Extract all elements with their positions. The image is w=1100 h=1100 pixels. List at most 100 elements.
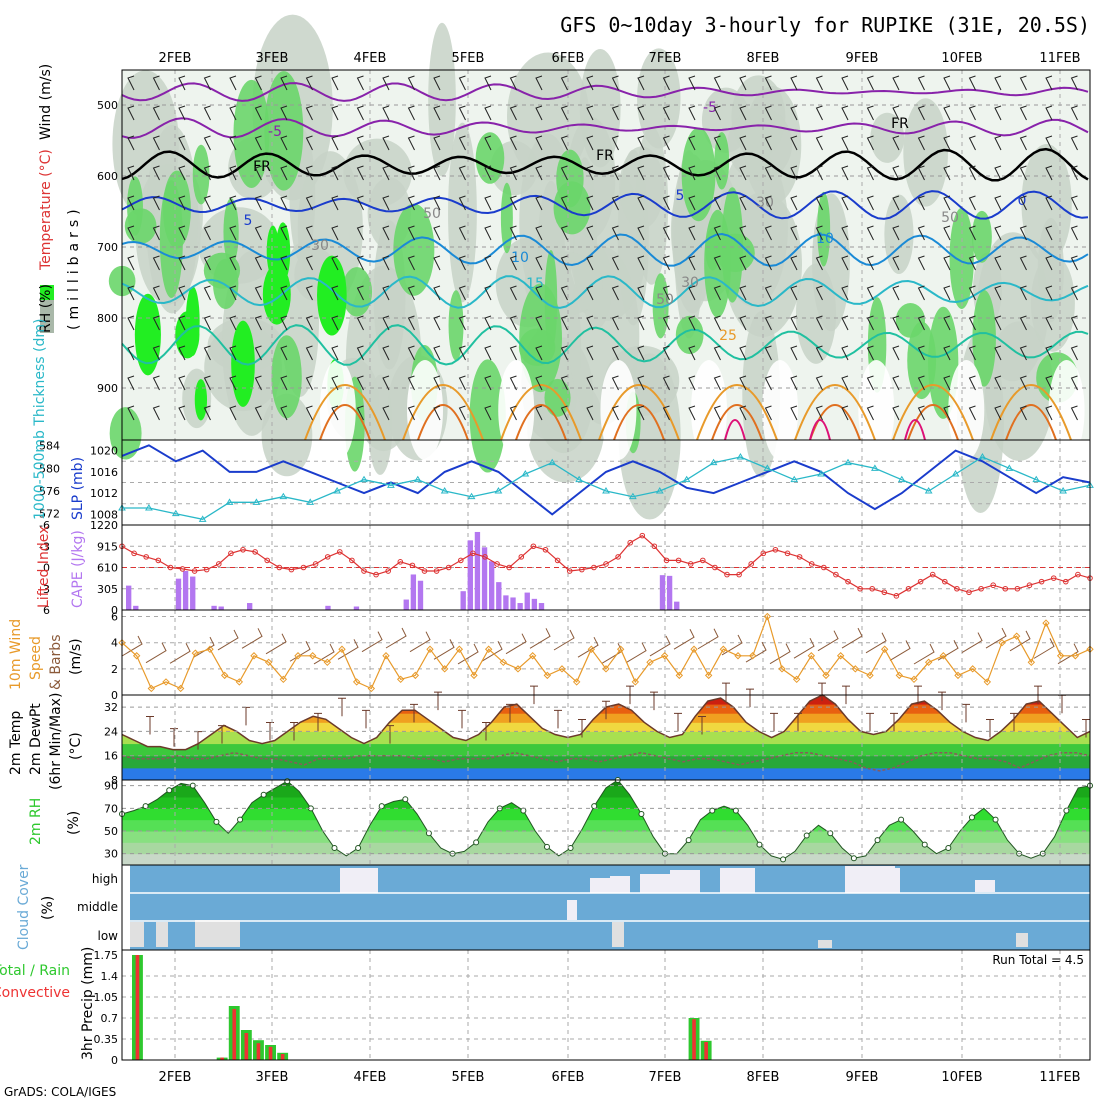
rh-contour-green-14 (264, 71, 304, 191)
wind-barb-10-3 (382, 165, 390, 181)
temp-minmax-bar-22 (674, 712, 682, 732)
wind-barb-27-5 (815, 225, 823, 241)
li-point-44 (651, 543, 658, 550)
temp2m-label-c: (6hr Min/Max) (48, 693, 64, 790)
wind-barb-8-2 (331, 135, 339, 151)
wind-barb-32-11 (943, 405, 951, 421)
li-point-5 (179, 566, 186, 572)
wind-barb-35-8 (1019, 315, 1027, 331)
wind-barb-32-5 (943, 225, 951, 241)
li-tick-2: 0 (43, 562, 50, 575)
upper-panel-labels: RH (%) Temperature (°C) Wind (m/s) (mill… (38, 64, 82, 333)
wind-barb-37-9 (1070, 345, 1078, 361)
slp-label: SLP (mb) (70, 457, 86, 520)
upper-air-panel: 500600700800900-5-5FRFRFR551010152505050… (97, 14, 1091, 520)
wind-barb-15-7 (509, 285, 517, 301)
wind-barb-34-8 (994, 315, 1002, 331)
wind-barb-0-5 (127, 225, 135, 241)
wind-barb-25-4 (764, 195, 772, 211)
wind-barb-15-11 (509, 405, 517, 421)
wind-barb-37-6 (1070, 255, 1078, 271)
date-bottom-0: 2FEB (159, 1070, 192, 1085)
wind10-barb-36 (985, 627, 1007, 649)
wind-barb-9-2 (356, 135, 364, 151)
wind-barb-17-4 (560, 195, 568, 211)
rh-dry-core-2 (498, 360, 535, 460)
wind-barb-7-7 (305, 285, 313, 301)
wind10-point-62 (1027, 658, 1036, 667)
wind-barb-33-8 (968, 315, 976, 331)
wind-barb-5-10 (254, 375, 262, 391)
wind10-point-55 (924, 658, 933, 667)
wind-barb-31-3 (917, 165, 925, 181)
temp-tick-3: 8 (111, 774, 118, 787)
rh-contour-bright-3 (185, 286, 200, 356)
wind-barb-11-2 (407, 135, 415, 151)
wind-barb-10-9 (382, 345, 390, 361)
wind-barb-24-4 (739, 195, 747, 211)
rh2m-point-58 (803, 832, 810, 839)
wind-barb-9-1 (356, 105, 364, 121)
wind10-barb-35 (961, 632, 983, 654)
wind-barb-25-0 (764, 75, 772, 91)
thickness-point-24 (763, 464, 772, 471)
rh2m-line (121, 779, 1091, 860)
wind-barb-22-7 (688, 285, 696, 301)
wind-barb-34-11 (994, 405, 1002, 421)
li-point-56 (796, 554, 803, 560)
wind-barb-15-1 (509, 105, 517, 121)
wind-barb-14-7 (484, 285, 492, 301)
wind-barb-10-5 (382, 225, 390, 241)
precip-conv-bar-0 (135, 955, 140, 1060)
cape-bar-39 (403, 599, 409, 610)
wind-barb-3-2 (203, 135, 211, 151)
li-point-35 (542, 546, 549, 553)
wind-barb-3-11 (203, 405, 211, 421)
cape-label: CAPE (J/kg) (70, 530, 86, 608)
wind-tick-1: 4 (111, 637, 118, 650)
wind-barb-3-9 (203, 345, 211, 361)
wind-barb-36-7 (1045, 285, 1053, 301)
li-point-48 (700, 557, 706, 564)
contour-label-7: 10 (511, 250, 529, 266)
rh-contour-gray-49 (727, 107, 793, 181)
wind-barb-20-6 (637, 255, 645, 271)
wind10-barb-37 (1009, 630, 1031, 652)
cape-bar-48 (467, 540, 473, 610)
wind-barb-25-11 (764, 405, 772, 421)
wind-barb-8-6 (331, 255, 339, 271)
wind-barb-11-11 (407, 405, 415, 421)
wind10-point-19 (396, 675, 405, 684)
wind-barb-33-7 (968, 285, 976, 301)
temp-contour-10 (121, 232, 1089, 267)
li-point-30 (482, 554, 488, 560)
li-line (121, 534, 1091, 597)
rh-tick-2: 50 (104, 825, 118, 838)
wind-barb-12-2 (433, 135, 441, 151)
wind10-point-11 (279, 675, 288, 684)
rh2m-point-34 (520, 807, 527, 814)
wind-barb-26-9 (790, 345, 798, 361)
wind-barb-0-6 (127, 255, 135, 271)
wind-barb-15-2 (509, 135, 517, 151)
wind-barb-29-8 (866, 315, 874, 331)
wind-barb-35-7 (1019, 285, 1027, 301)
wind-barb-16-0 (535, 75, 543, 91)
wind-barb-32-7 (943, 285, 951, 301)
wind-barb-28-8 (841, 315, 849, 331)
rh2m-point-36 (543, 843, 550, 850)
wind-barb-22-10 (688, 375, 696, 391)
thickness-point-2 (171, 509, 180, 517)
rh2m-point-44 (638, 811, 645, 817)
wind10-point-23 (455, 645, 464, 653)
wind-barb-23-7 (713, 285, 721, 301)
wind-barb-29-3 (866, 165, 874, 181)
date-bottom-4: 6FEB (552, 1070, 585, 1085)
rh2m-point-80 (1063, 807, 1070, 814)
wind-barb-9-4 (356, 195, 364, 211)
li-point-60 (845, 578, 851, 585)
wind10-label-b: Speed (28, 636, 44, 680)
wind10-point-34 (616, 645, 625, 653)
date-top-4: 6FEB (552, 51, 585, 66)
contour-label-6: 5 (676, 188, 685, 204)
